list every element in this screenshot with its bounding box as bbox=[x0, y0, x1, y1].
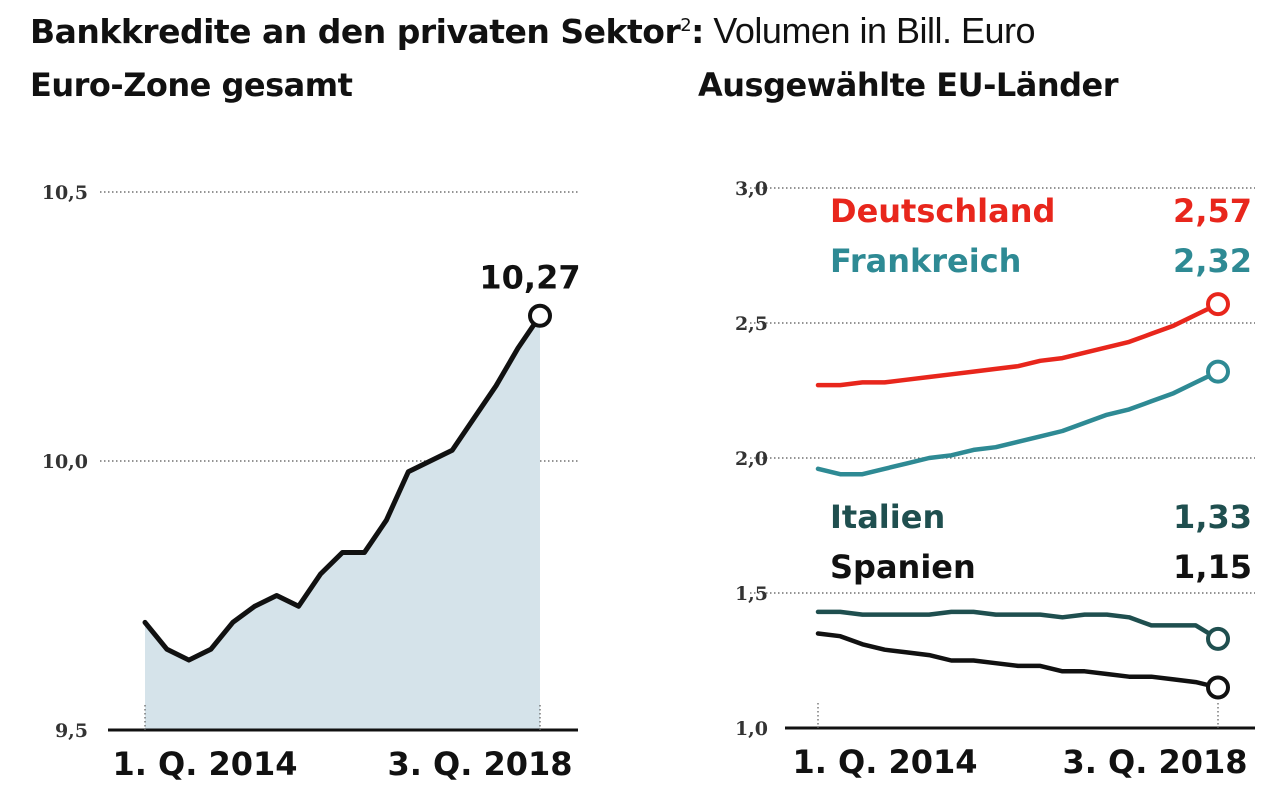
legend-value: 1,33 bbox=[1173, 498, 1252, 536]
legend-name: Spanien bbox=[830, 548, 976, 586]
chart-title-unit: Volumen in Bill. Euro bbox=[703, 10, 1036, 51]
y-tick-label: 1,0 bbox=[735, 718, 768, 740]
y-tick-label: 2,5 bbox=[735, 313, 768, 335]
chart-title: Bankkredite an den privaten Sektor2: Vol… bbox=[30, 10, 1036, 52]
x-tick-label: 1. Q. 2014 bbox=[792, 743, 977, 781]
y-tick-label: 10,5 bbox=[42, 182, 88, 204]
x-tick-label: 3. Q. 2018 bbox=[1062, 743, 1247, 781]
end-marker bbox=[1206, 626, 1230, 651]
legend-name: Deutschland bbox=[830, 192, 1055, 230]
series-line-frankreich bbox=[815, 369, 1221, 477]
end-marker bbox=[1206, 359, 1230, 384]
series-line-italien bbox=[815, 609, 1221, 642]
area-fill bbox=[145, 315, 540, 730]
y-tick-label: 1,5 bbox=[735, 583, 768, 605]
end-value-label: 10,27 bbox=[479, 259, 580, 297]
legend-value: 2,57 bbox=[1173, 192, 1252, 230]
x-tick-label: 1. Q. 2014 bbox=[112, 745, 297, 783]
series-line-spanien bbox=[815, 631, 1221, 690]
title-colon: : bbox=[691, 12, 704, 51]
footnote-marker: 2 bbox=[680, 15, 692, 36]
legend-value: 2,32 bbox=[1173, 242, 1252, 280]
chart-title-bold: Bankkredite an den privaten Sektor bbox=[30, 12, 681, 51]
left-chart-title: Euro-Zone gesamt bbox=[30, 66, 353, 104]
right-chart-title: Ausgewählte EU-Länder bbox=[698, 66, 1119, 104]
y-tick-label: 3,0 bbox=[735, 178, 768, 200]
legend-name: Frankreich bbox=[830, 242, 1021, 280]
legend-value: 1,15 bbox=[1173, 548, 1252, 586]
end-marker bbox=[528, 303, 552, 328]
y-tick-label: 2,0 bbox=[735, 448, 768, 470]
y-tick-label: 10,0 bbox=[42, 451, 88, 473]
end-marker bbox=[1206, 675, 1230, 700]
series-line-deutschland bbox=[815, 301, 1221, 388]
end-marker bbox=[1206, 292, 1230, 317]
legend-name: Italien bbox=[830, 498, 945, 536]
x-tick-label: 3. Q. 2018 bbox=[387, 745, 572, 783]
y-tick-label: 9,5 bbox=[55, 720, 88, 742]
